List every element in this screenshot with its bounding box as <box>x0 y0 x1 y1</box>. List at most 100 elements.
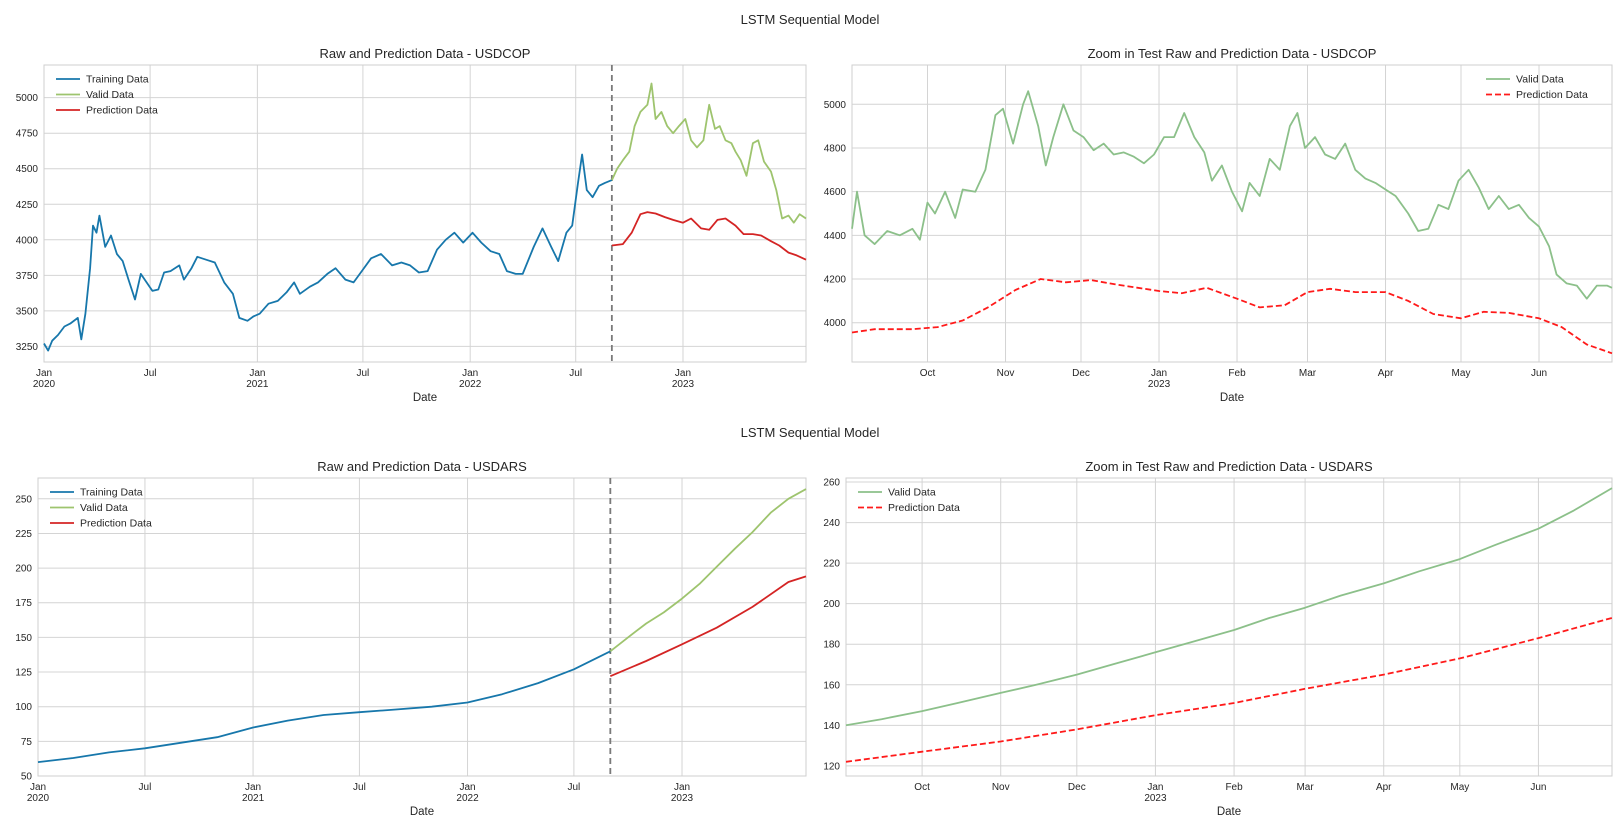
chart-title: Zoom in Test Raw and Prediction Data - U… <box>1085 459 1373 474</box>
x-tick-label: Feb <box>1228 368 1246 379</box>
x-tick-label: Apr <box>1376 782 1392 793</box>
x-tick-label: Jan <box>249 368 265 379</box>
x-tick-label: Mar <box>1296 782 1314 793</box>
legend-label: Training Data <box>80 487 143 499</box>
y-tick-label: 120 <box>823 761 840 772</box>
y-tick-label: 4000 <box>16 235 39 246</box>
legend-label: Prediction Data <box>1516 89 1588 101</box>
legend-label: Valid Data <box>86 89 134 101</box>
legend-label: Training Data <box>86 74 149 86</box>
legend-label: Prediction Data <box>80 518 152 530</box>
y-tick-label: 3250 <box>16 342 39 353</box>
series-line-training <box>37 650 611 763</box>
x-tick-label: Jan <box>674 782 690 793</box>
plot-frame <box>37 477 807 777</box>
legend-label: Valid Data <box>888 487 936 499</box>
series-line-prediction-zoom <box>845 617 1613 763</box>
legend: Valid Data Prediction Data <box>858 487 960 514</box>
y-tick-label: 5000 <box>824 100 847 111</box>
y-tick-label: 240 <box>823 518 840 529</box>
legend: Training Data Valid Data Prediction Data <box>56 74 158 117</box>
x-tick-label: Jan <box>245 782 261 793</box>
legend-label: Prediction Data <box>86 105 158 117</box>
y-tick-label: 50 <box>21 772 33 783</box>
x-tick-label: Oct <box>914 782 930 793</box>
y-tick-label: 4800 <box>824 143 847 154</box>
legend-label: Valid Data <box>1516 74 1564 86</box>
x-tick-year-label: 2022 <box>459 379 482 390</box>
x-tick-label: Oct <box>920 368 936 379</box>
x-tick-label: May <box>1450 782 1469 793</box>
y-tick-label: 180 <box>823 640 840 651</box>
x-tick-label: Jul <box>567 782 580 793</box>
x-tick-year-label: 2023 <box>1148 379 1171 390</box>
chart-title: Raw and Prediction Data - USDCOP <box>320 46 531 61</box>
x-tick-label: Jun <box>1531 368 1547 379</box>
x-tick-label: Nov <box>992 782 1010 793</box>
series-line-valid-zoom <box>845 487 1613 727</box>
y-tick-label: 260 <box>823 478 840 489</box>
series-line-prediction <box>611 211 807 261</box>
plot-frame <box>845 477 1613 777</box>
y-tick-label: 4400 <box>824 231 847 242</box>
chart-title: Zoom in Test Raw and Prediction Data - U… <box>1088 46 1377 61</box>
chart-usdcop-zoom: 4000 4200 4400 4600 4800 5000 Oct Nov Dec Jan2023… <box>824 46 1613 404</box>
x-tick-year-label: 2020 <box>27 793 50 804</box>
series-line-prediction <box>609 575 807 678</box>
x-tick-label: Nov <box>997 368 1015 379</box>
y-tick-label: 4750 <box>16 129 39 140</box>
y-tick-label: 175 <box>15 598 32 609</box>
x-tick-label: Apr <box>1378 368 1394 379</box>
x-tick-year-label: 2023 <box>672 379 695 390</box>
y-tick-label: 4500 <box>16 164 39 175</box>
x-tick-label: Jan <box>675 368 691 379</box>
x-tick-label: Jul <box>569 368 582 379</box>
y-tick-label: 200 <box>15 564 32 575</box>
x-tick-year-label: 2021 <box>242 793 265 804</box>
x-tick-label: Jun <box>1530 782 1546 793</box>
y-tick-label: 4200 <box>824 275 847 286</box>
x-tick-year-label: 2021 <box>246 379 269 390</box>
chart-usdars-zoom: 120 140 160 180 200 220 240 260 Oct Nov Dec Jan2023… <box>823 459 1613 818</box>
series-line-valid-zoom <box>851 90 1613 300</box>
x-tick-label: Jan <box>1147 782 1163 793</box>
y-tick-label: 4250 <box>16 200 39 211</box>
x-axis-label: Date <box>413 392 437 404</box>
x-tick-label: Jan <box>1151 368 1167 379</box>
y-tick-label: 5000 <box>16 93 39 104</box>
y-tick-label: 250 <box>15 494 32 505</box>
y-tick-label: 3750 <box>16 271 39 282</box>
y-tick-label: 4600 <box>824 187 847 198</box>
y-tick-label: 125 <box>15 668 32 679</box>
legend-label: Valid Data <box>80 502 128 514</box>
y-tick-label: 3500 <box>16 306 39 317</box>
x-tick-label: Jul <box>139 782 152 793</box>
x-tick-year-label: 2022 <box>456 793 479 804</box>
x-axis-label: Date <box>1217 806 1241 818</box>
plot-frame <box>851 64 1613 363</box>
x-tick-label: Feb <box>1225 782 1243 793</box>
x-tick-label: May <box>1452 368 1471 379</box>
x-tick-year-label: 2023 <box>671 793 694 804</box>
legend: Valid Data Prediction Data <box>1486 74 1588 101</box>
series-line-valid <box>609 488 807 653</box>
series-line-valid <box>611 82 807 224</box>
x-axis-label: Date <box>1220 392 1244 404</box>
y-tick-label: 4000 <box>824 318 847 329</box>
x-tick-year-label: 2023 <box>1144 793 1167 804</box>
suptitle-top: LSTM Sequential Model <box>741 12 880 27</box>
x-tick-label: Jan <box>36 368 52 379</box>
y-tick-label: 220 <box>823 559 840 570</box>
chart-title: Raw and Prediction Data - USDARS <box>317 459 527 474</box>
x-tick-label: Mar <box>1299 368 1317 379</box>
y-tick-label: 150 <box>15 633 32 644</box>
x-axis-label: Date <box>410 806 434 818</box>
x-tick-label: Jan <box>459 782 475 793</box>
chart-usdcop-raw: 32503500375040004250450047505000Jan2020J… <box>16 46 807 404</box>
y-tick-label: 225 <box>15 529 32 540</box>
x-tick-label: Jan <box>462 368 478 379</box>
plot-frame <box>43 64 807 363</box>
series-line-training <box>43 153 613 352</box>
